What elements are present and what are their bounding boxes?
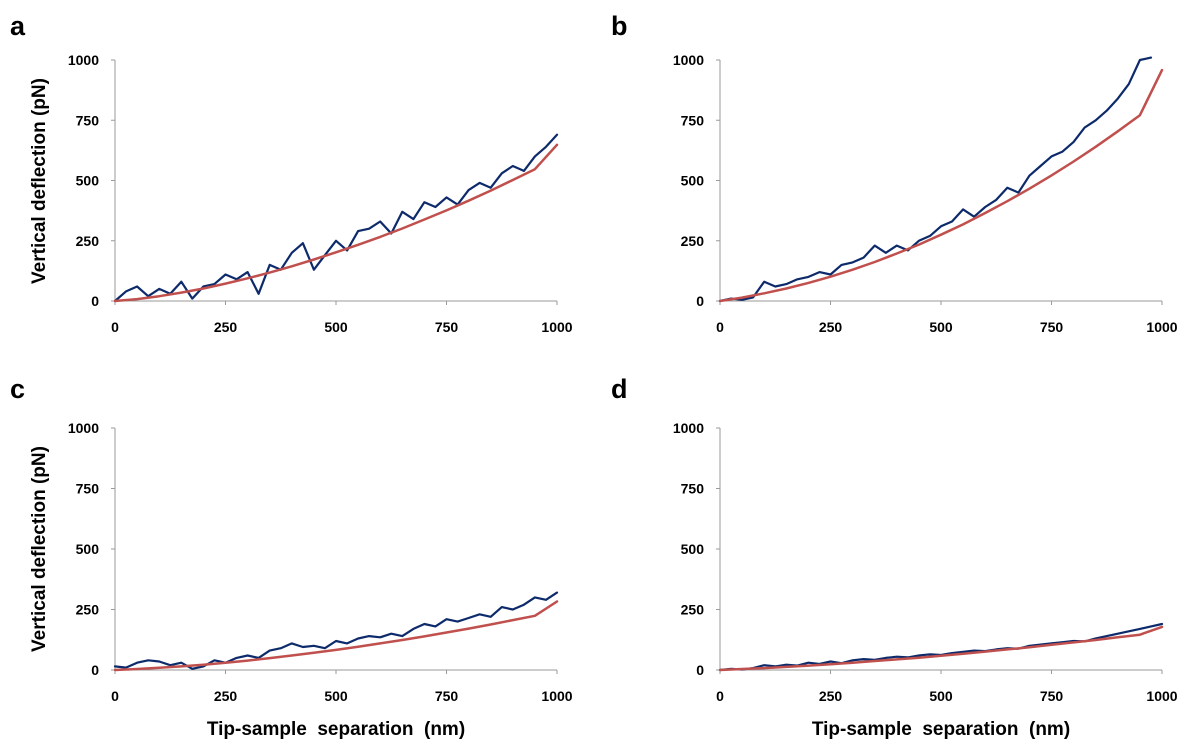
fit-curve-d	[718, 625, 1164, 672]
x-tick-label-b: 0	[716, 319, 724, 335]
x-tick-label-d: 750	[1040, 688, 1064, 704]
x-axis-title-c: Tip-sample separation (nm)	[207, 719, 465, 740]
y-tick-label-b: 500	[681, 173, 705, 189]
y-tick-label-d: 500	[681, 541, 705, 557]
x-tick-label-c: 250	[214, 688, 238, 704]
plot-area-a: 0 250 500 750 1000 0 250 500 750 1000	[68, 52, 573, 335]
y-tick-label-c: 750	[76, 481, 100, 497]
y-axis-title-a: Vertical deflection (pN)	[29, 78, 50, 284]
x-tick-label-d: 250	[819, 688, 843, 704]
y-tick-label-b: 250	[681, 233, 705, 249]
x-tick-label-b: 1000	[1146, 319, 1177, 335]
y-tick-label-d: 750	[681, 481, 705, 497]
measured-curve-c	[113, 591, 559, 670]
fit-curve-c	[113, 600, 559, 672]
panel-letter-a: a	[10, 11, 26, 41]
x-tick-label-d: 500	[929, 688, 953, 704]
y-tick-label-d: 1000	[673, 420, 704, 436]
x-tick-label-a: 1000	[541, 319, 572, 335]
y-tick-label-b: 0	[696, 293, 704, 309]
panel-d: d Tip-sample separation (nm) 0 250 500 750 1…	[611, 374, 1178, 740]
measured-curve-b	[718, 56, 1153, 303]
panel-letter-b: b	[611, 11, 628, 41]
y-tick-label-b: 750	[681, 112, 705, 128]
y-tick-label-a: 1000	[68, 52, 99, 68]
y-tick-label-c: 0	[91, 662, 99, 678]
x-tick-label-a: 250	[214, 319, 238, 335]
x-tick-label-a: 500	[324, 319, 348, 335]
y-tick-label-c: 250	[76, 602, 100, 618]
plot-area-b: 0 250 500 750 1000 0 250 500 750 1000	[673, 52, 1178, 335]
panel-letter-d: d	[611, 374, 628, 404]
panel-b: b 0 250 500 750 1000 0 250 500 750 1000	[611, 11, 1178, 335]
x-tick-label-c: 500	[324, 688, 348, 704]
x-tick-label-c: 0	[111, 688, 119, 704]
y-tick-label-d: 250	[681, 602, 705, 618]
y-tick-label-b: 1000	[673, 52, 704, 68]
fit-curve-b	[718, 68, 1164, 303]
panel-letter-c: c	[10, 374, 25, 404]
y-tick-label-d: 0	[696, 662, 704, 678]
x-tick-label-d: 1000	[1146, 688, 1177, 704]
fit-curve-a	[113, 143, 559, 303]
y-axis-title-c: Vertical deflection (pN)	[29, 446, 50, 652]
plot-area-d: 0 250 500 750 1000 0 250 500 750 1000	[673, 420, 1178, 704]
x-axis-title-d: Tip-sample separation (nm)	[812, 719, 1070, 740]
x-tick-label-c: 1000	[541, 688, 572, 704]
y-tick-label-a: 750	[76, 112, 100, 128]
x-tick-label-c: 750	[435, 688, 459, 704]
x-tick-label-b: 750	[1040, 319, 1064, 335]
x-tick-label-b: 250	[819, 319, 843, 335]
x-tick-label-b: 500	[929, 319, 953, 335]
y-tick-label-c: 500	[76, 541, 100, 557]
panel-a: a Vertical deflection (pN) 0 250 500 750 100…	[10, 11, 573, 335]
measured-curve-a	[113, 133, 559, 303]
x-tick-label-a: 750	[435, 319, 459, 335]
y-tick-label-a: 500	[76, 173, 100, 189]
panel-c: c Vertical deflection (pN) Tip-sample se…	[10, 374, 573, 740]
measured-curve-d	[718, 622, 1164, 672]
y-tick-label-a: 250	[76, 233, 100, 249]
plot-area-c: 0 250 500 750 1000 0 250 500 750 1000	[68, 420, 573, 704]
x-tick-label-d: 0	[716, 688, 724, 704]
x-tick-label-a: 0	[111, 319, 119, 335]
y-tick-label-a: 0	[91, 293, 99, 309]
y-tick-label-c: 1000	[68, 420, 99, 436]
